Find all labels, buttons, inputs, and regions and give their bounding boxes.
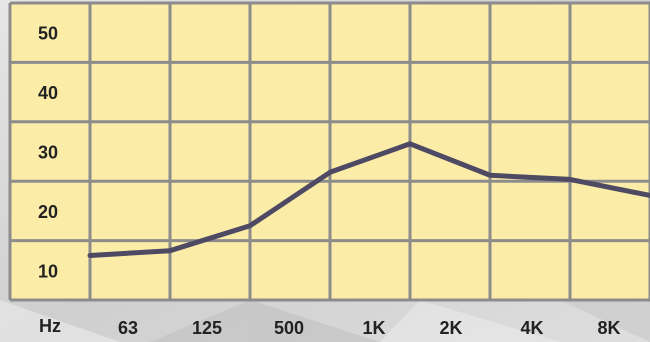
x-tick-label: 2K (439, 318, 462, 338)
grid-lines (8, 1, 650, 302)
series-layer (87, 141, 650, 258)
y-tick-label: 40 (38, 83, 58, 103)
x-tick-label: 8K (597, 318, 620, 338)
x-axis-ticks: 63 125 500 1K 2K 4K 8K (118, 318, 621, 338)
x-tick-label: 125 (192, 318, 222, 338)
background-facets (0, 300, 650, 342)
x-tick-label: 4K (520, 318, 543, 338)
x-axis-unit-label: Hz (39, 316, 61, 336)
series-line (87, 141, 650, 258)
y-tick-label: 30 (38, 143, 58, 163)
y-tick-label: 20 (38, 202, 58, 222)
x-tick-label: 63 (118, 318, 138, 338)
y-axis-ticks: 50 40 30 20 10 (38, 24, 58, 282)
y-tick-label: 50 (38, 24, 58, 44)
x-tick-label: 500 (274, 318, 304, 338)
y-tick-label: 10 (38, 261, 58, 281)
x-tick-label: 1K (362, 318, 385, 338)
